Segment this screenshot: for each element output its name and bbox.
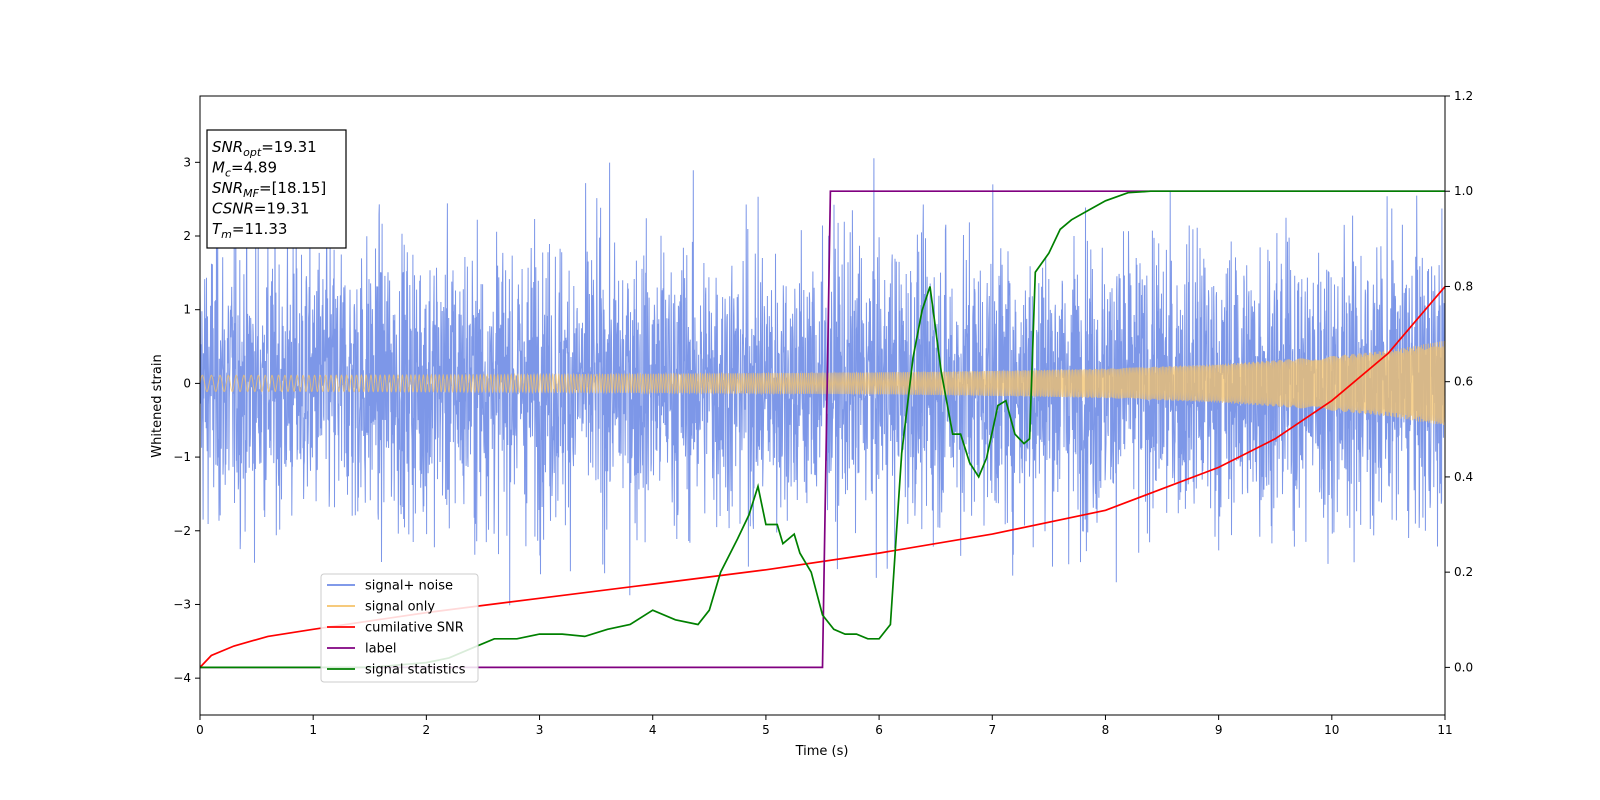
y-tick-label: −3	[173, 597, 191, 611]
series-signal-statistics-line	[200, 190, 1445, 669]
series-signal-only-line	[200, 340, 1445, 426]
annotation-frame	[206, 129, 347, 249]
y-tick-label: 1	[183, 303, 191, 317]
annotation-line: CSNR=19.31	[212, 200, 309, 218]
y-tick-label: 0	[183, 376, 191, 390]
series-label-line	[200, 190, 1445, 669]
y-tick-label: −4	[173, 671, 191, 685]
x-tick-label: 5	[762, 723, 770, 737]
plot-area	[200, 158, 1445, 669]
annotation-line: Tm=11.33	[212, 220, 287, 241]
x-tick-label: 10	[1324, 723, 1339, 737]
legend: signal+ noise signal only cumilative SNR la…	[320, 573, 479, 683]
y-tick-label: 2	[183, 229, 191, 243]
legend-frame	[320, 573, 479, 683]
y2-tick-label: 0.4	[1454, 470, 1473, 484]
x-tick-label: 4	[649, 723, 657, 737]
annotation-line: Mc=4.89	[212, 159, 277, 180]
y2-tick-label: 0.2	[1454, 565, 1473, 579]
x-tick-label: 6	[875, 723, 883, 737]
x-tick-label: 9	[1215, 723, 1223, 737]
legend-label: signal+ noise	[365, 579, 453, 594]
y2-tick-label: 0.0	[1454, 660, 1473, 674]
annotation-box: SNRopt=19.31Mc=4.89SNRMF=[18.15]CSNR=19.…	[206, 129, 347, 249]
x-tick-label: 7	[988, 723, 996, 737]
x-tick-label: 2	[423, 723, 431, 737]
y2-tick-label: 1.0	[1454, 184, 1473, 198]
axes: 0 1 2 3 4 5 6 7 8 9 10 11 −4 −3 −2 −1 0 1 2 3 0.0 0.2 0.4 0.6 0.…	[173, 89, 1473, 737]
x-axis-label: Time (s)	[795, 744, 849, 759]
annotation-line: SNRopt=19.31	[212, 138, 317, 159]
y-tick-label: −2	[173, 524, 191, 538]
y2-tick-label: 0.8	[1454, 279, 1473, 293]
series-cumulative-snr-line	[200, 285, 1445, 668]
y2-tick-label: 0.6	[1454, 375, 1473, 389]
x-tick-label: 11	[1437, 723, 1452, 737]
x-tick-label: 0	[196, 723, 204, 737]
annotation-line: SNRMF=[18.15]	[212, 179, 326, 200]
x-tick-label: 3	[536, 723, 544, 737]
x-tick-label: 1	[309, 723, 317, 737]
x-tick-label: 8	[1102, 723, 1110, 737]
legend-label: signal statistics	[365, 663, 466, 678]
legend-label: signal only	[365, 600, 435, 615]
y-axis-label: Whitened strain	[150, 354, 165, 457]
legend-label: cumilative SNR	[365, 621, 464, 636]
y-tick-label: 3	[183, 155, 191, 169]
plot-frame	[199, 95, 1446, 716]
y-tick-label: −1	[173, 450, 191, 464]
legend-label: label	[365, 642, 396, 657]
y2-tick-label: 1.2	[1454, 89, 1473, 103]
